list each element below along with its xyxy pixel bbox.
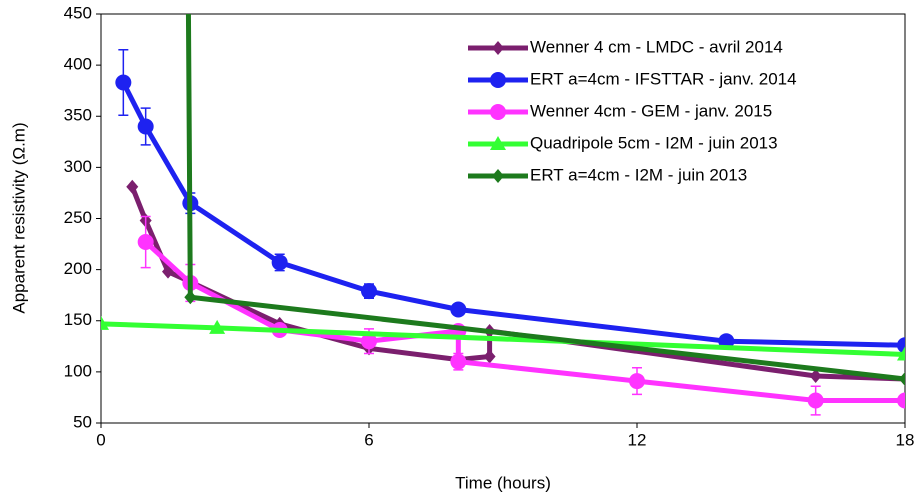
point [271, 254, 288, 271]
y-tick-label: 250 [64, 208, 92, 227]
point [101, 315, 109, 330]
point [137, 234, 154, 251]
y-tick-label: 400 [64, 55, 92, 74]
plot-content [101, 14, 905, 416]
x-tick-label: 6 [364, 430, 373, 449]
legend-label: ERT a=4cm - IFSTTAR - janv. 2014 [530, 69, 797, 88]
point [361, 333, 377, 350]
legend-label: ERT a=4cm - I2M - juin 2013 [530, 165, 747, 184]
x-axis-label: Time (hours) [455, 473, 551, 492]
point [492, 41, 504, 55]
y-tick-label: 50 [73, 412, 92, 431]
series-line [143, 240, 905, 404]
y-axis-label: Apparent resistivity (Ω.m) [9, 122, 28, 313]
point [184, 290, 197, 305]
y-tick-label: 450 [64, 3, 92, 22]
point [450, 301, 467, 318]
point [483, 349, 496, 364]
x-tick-label: 0 [96, 430, 105, 449]
point [897, 392, 905, 409]
point [209, 319, 226, 334]
point [490, 136, 506, 150]
point [809, 368, 822, 383]
point [899, 372, 905, 387]
point [629, 373, 645, 390]
point [807, 392, 824, 409]
legend [456, 28, 896, 218]
point [490, 72, 506, 88]
point [137, 118, 154, 135]
x-tick-label: 18 [896, 430, 915, 449]
x-tick-label: 12 [628, 430, 647, 449]
y-tick-label: 200 [64, 259, 92, 278]
point [897, 346, 905, 361]
legend-label: Wenner 4cm - GEM - janv. 2015 [530, 101, 772, 120]
point [897, 337, 905, 354]
point [490, 104, 506, 120]
y-tick-label: 300 [64, 157, 92, 176]
point [115, 74, 132, 91]
point [492, 169, 504, 183]
series-line [121, 81, 905, 348]
point [361, 283, 377, 300]
y-tick-label: 150 [64, 310, 92, 329]
legend-label: Quadripole 5cm - I2M - juin 2013 [530, 133, 778, 152]
y-tick-label: 100 [64, 361, 92, 380]
point [450, 353, 467, 370]
point [126, 179, 139, 194]
legend-label: Wenner 4 cm - LMDC - avril 2014 [530, 37, 783, 56]
y-tick-label: 350 [64, 106, 92, 125]
